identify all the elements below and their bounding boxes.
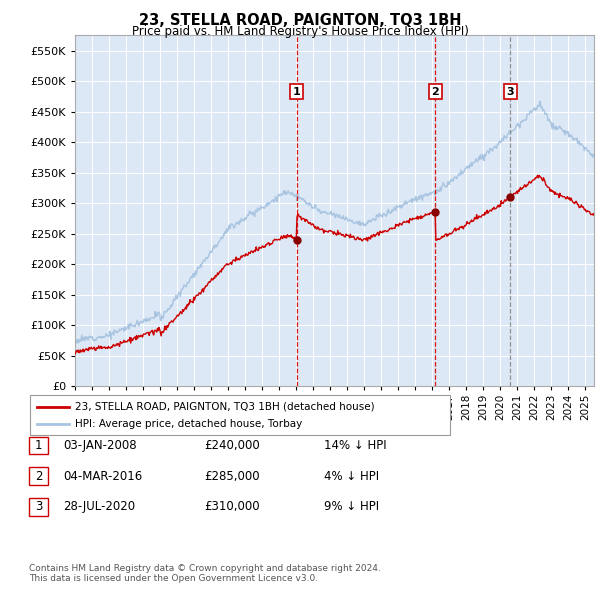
Text: 2: 2 [431, 87, 439, 97]
Text: £240,000: £240,000 [204, 439, 260, 452]
Text: 1: 1 [35, 439, 42, 452]
Text: 28-JUL-2020: 28-JUL-2020 [63, 500, 135, 513]
Text: Price paid vs. HM Land Registry's House Price Index (HPI): Price paid vs. HM Land Registry's House … [131, 25, 469, 38]
Text: £285,000: £285,000 [204, 470, 260, 483]
Text: 03-JAN-2008: 03-JAN-2008 [63, 439, 137, 452]
Text: 4% ↓ HPI: 4% ↓ HPI [324, 470, 379, 483]
Text: 14% ↓ HPI: 14% ↓ HPI [324, 439, 386, 452]
Text: £310,000: £310,000 [204, 500, 260, 513]
Text: 23, STELLA ROAD, PAIGNTON, TQ3 1BH (detached house): 23, STELLA ROAD, PAIGNTON, TQ3 1BH (deta… [75, 402, 374, 412]
Text: 9% ↓ HPI: 9% ↓ HPI [324, 500, 379, 513]
Text: Contains HM Land Registry data © Crown copyright and database right 2024.
This d: Contains HM Land Registry data © Crown c… [29, 563, 380, 583]
Text: 2: 2 [35, 470, 42, 483]
Text: 3: 3 [35, 500, 42, 513]
Text: 23, STELLA ROAD, PAIGNTON, TQ3 1BH: 23, STELLA ROAD, PAIGNTON, TQ3 1BH [139, 13, 461, 28]
Text: 04-MAR-2016: 04-MAR-2016 [63, 470, 142, 483]
Text: 1: 1 [293, 87, 301, 97]
Text: 3: 3 [506, 87, 514, 97]
Text: HPI: Average price, detached house, Torbay: HPI: Average price, detached house, Torb… [75, 419, 302, 429]
